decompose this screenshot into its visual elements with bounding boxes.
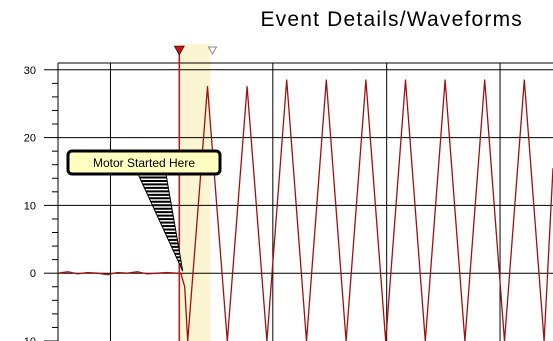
grid	[58, 62, 553, 341]
y-tick-label: 30	[24, 65, 36, 77]
callout-box	[66, 149, 222, 176]
callout-pointer-hatch	[139, 176, 183, 269]
cursor-band	[179, 44, 211, 341]
chart-title: Event Details/Waveforms	[260, 8, 523, 31]
annotation-callout: Motor Started Here	[66, 149, 222, 272]
y-axis	[44, 63, 59, 341]
y-tick-label: 20	[24, 133, 36, 145]
cursor-marker-outline-icon[interactable]	[207, 46, 218, 56]
annotation-text: Motor Started Here	[93, 156, 195, 170]
y-tick-label: 10	[24, 200, 36, 212]
waveform-series-line	[57, 79, 553, 341]
cursor-marker-icon[interactable]	[173, 45, 185, 56]
y-tick-label: 0	[30, 268, 36, 280]
y-tick-label: -10	[20, 336, 36, 341]
y-tick-labels: 30 20 10 0 -10	[20, 65, 36, 341]
